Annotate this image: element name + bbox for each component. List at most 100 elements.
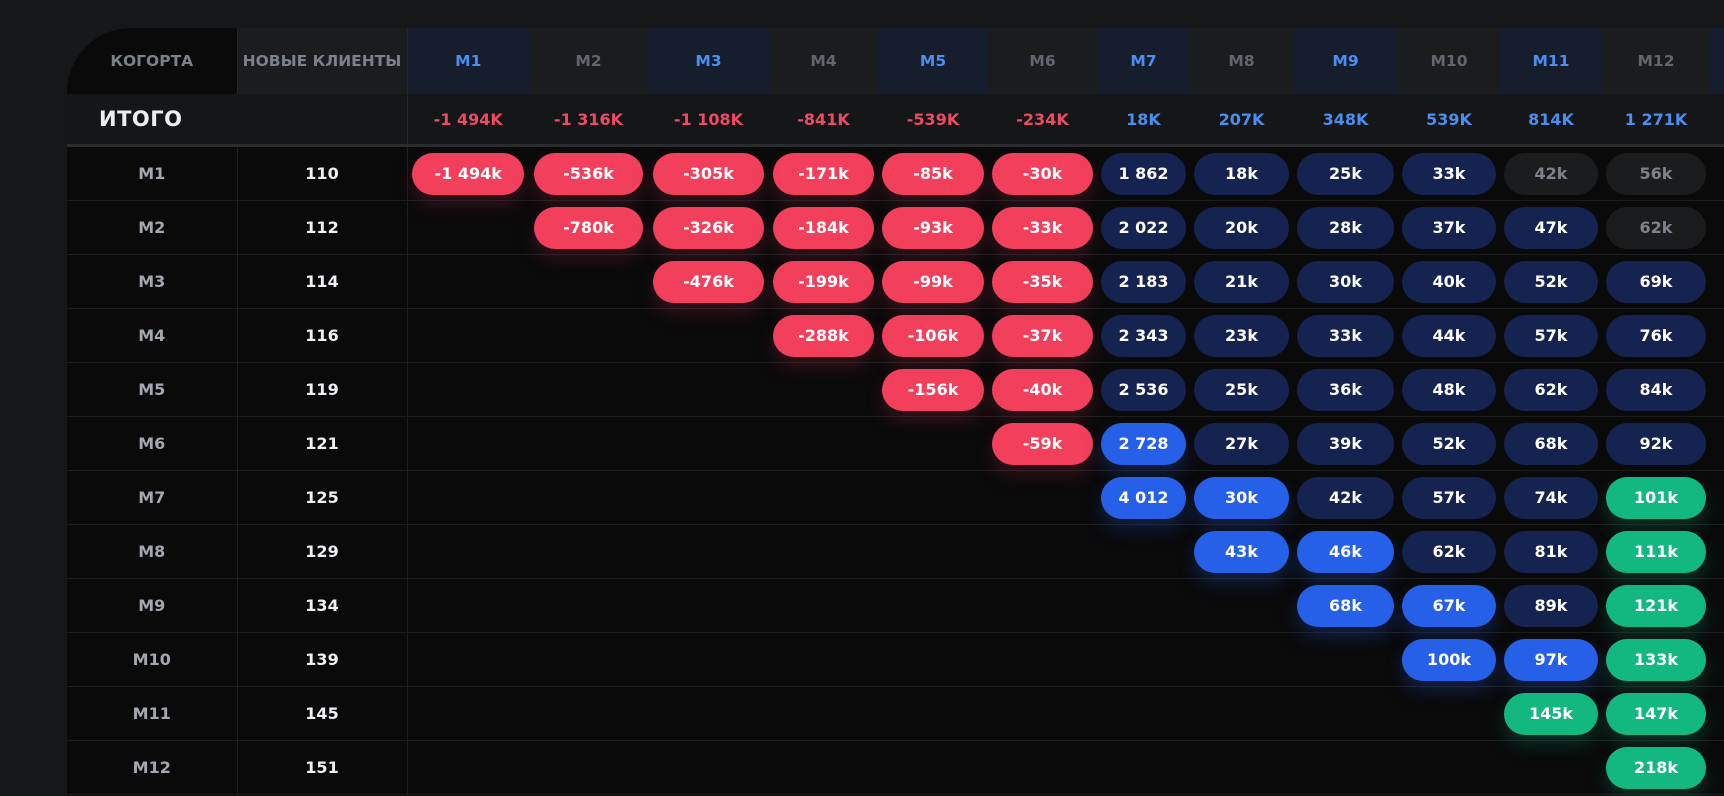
- value-pill[interactable]: 43k: [1194, 530, 1289, 573]
- value-pill[interactable]: -99k: [882, 260, 984, 303]
- month-header[interactable]: M9: [1293, 28, 1398, 94]
- value-pill[interactable]: 133k: [1606, 638, 1706, 681]
- cohort-cell: [529, 470, 648, 525]
- value-pill[interactable]: 2 728: [1100, 422, 1187, 465]
- value-pill[interactable]: 145k: [1504, 692, 1598, 735]
- value-pill[interactable]: 25k: [1194, 368, 1289, 411]
- value-pill[interactable]: 52k: [1402, 422, 1496, 465]
- value-pill[interactable]: 92k: [1606, 422, 1706, 465]
- cohort-cell: -305k: [648, 145, 769, 201]
- value-pill[interactable]: -171k: [773, 152, 874, 195]
- value-pill[interactable]: -184k: [773, 206, 874, 249]
- cohort-cell: [878, 524, 988, 579]
- cohort-cell: 33k: [1293, 308, 1398, 363]
- value-pill[interactable]: 30k: [1297, 260, 1394, 303]
- value-pill[interactable]: -476k: [652, 260, 765, 303]
- value-pill[interactable]: 2 343: [1100, 314, 1187, 357]
- value-pill[interactable]: -35k: [992, 260, 1093, 303]
- value-pill[interactable]: 67k: [1402, 584, 1496, 627]
- value-pill[interactable]: -33k: [992, 206, 1093, 249]
- month-header[interactable]: M1: [407, 28, 529, 94]
- value-pill[interactable]: 42k: [1297, 476, 1394, 519]
- value-pill[interactable]: 56k: [1606, 152, 1706, 195]
- value-pill[interactable]: 44k: [1402, 314, 1496, 357]
- value-pill[interactable]: 33k: [1402, 152, 1496, 195]
- value-pill[interactable]: -305k: [652, 152, 765, 195]
- value-pill[interactable]: 4 012: [1100, 476, 1187, 519]
- value-pill[interactable]: 121k: [1606, 584, 1706, 627]
- value-pill[interactable]: -40k: [992, 368, 1093, 411]
- cohort-cell: -171k: [769, 145, 878, 201]
- cohort-column-header[interactable]: КОГОРТА: [110, 52, 194, 70]
- value-pill[interactable]: 23k: [1194, 314, 1289, 357]
- value-pill[interactable]: 218k: [1606, 746, 1706, 789]
- value-pill[interactable]: 30k: [1194, 476, 1289, 519]
- month-header[interactable]: M10: [1398, 28, 1500, 94]
- value-pill[interactable]: -1 494k: [412, 152, 525, 195]
- value-pill[interactable]: 1 862: [1100, 152, 1187, 195]
- value-pill[interactable]: 100k: [1402, 638, 1496, 681]
- month-header[interactable]: M3: [648, 28, 769, 94]
- value-pill[interactable]: 101k: [1606, 476, 1706, 519]
- value-pill[interactable]: 97k: [1504, 638, 1598, 681]
- month-header[interactable]: M12: [1602, 28, 1710, 94]
- value-pill[interactable]: 37k: [1402, 206, 1496, 249]
- new-clients-column-header[interactable]: НОВЫЕ КЛИЕНТЫ: [236, 28, 408, 94]
- value-pill[interactable]: -93k: [882, 206, 984, 249]
- value-pill[interactable]: 69k: [1606, 260, 1706, 303]
- value-pill[interactable]: 2 022: [1100, 206, 1187, 249]
- value-pill[interactable]: -37k: [992, 314, 1093, 357]
- value-pill[interactable]: 28k: [1297, 206, 1394, 249]
- value-pill[interactable]: -326k: [652, 206, 765, 249]
- value-pill[interactable]: -106k: [882, 314, 984, 357]
- value-pill[interactable]: 48k: [1402, 368, 1496, 411]
- value-pill[interactable]: 68k: [1504, 422, 1598, 465]
- value-pill[interactable]: 20k: [1194, 206, 1289, 249]
- value-pill[interactable]: -156k: [882, 368, 984, 411]
- value-pill[interactable]: 81k: [1504, 530, 1598, 573]
- value-pill[interactable]: 84k: [1606, 368, 1706, 411]
- value-pill[interactable]: -30k: [992, 152, 1093, 195]
- value-pill[interactable]: 2 536: [1100, 368, 1187, 411]
- month-header[interactable]: M6: [988, 28, 1097, 94]
- month-header[interactable]: M5: [878, 28, 988, 94]
- value-pill[interactable]: 21k: [1194, 260, 1289, 303]
- new-clients-count: 139: [237, 632, 408, 687]
- value-pill[interactable]: 68k: [1297, 584, 1394, 627]
- month-header[interactable]: M4: [769, 28, 878, 94]
- value-pill[interactable]: 74k: [1504, 476, 1598, 519]
- value-pill[interactable]: 57k: [1402, 476, 1496, 519]
- value-pill[interactable]: 47k: [1504, 206, 1598, 249]
- value-pill[interactable]: -288k: [773, 314, 874, 357]
- value-pill[interactable]: 89k: [1504, 584, 1598, 627]
- value-pill[interactable]: 147k: [1606, 692, 1706, 735]
- value-pill[interactable]: 27k: [1194, 422, 1289, 465]
- value-pill[interactable]: 40k: [1402, 260, 1496, 303]
- value-pill[interactable]: 42k: [1504, 152, 1598, 195]
- value-pill[interactable]: 76k: [1606, 314, 1706, 357]
- month-header[interactable]: M8: [1190, 28, 1293, 94]
- value-pill[interactable]: -85k: [882, 152, 984, 195]
- month-header[interactable]: M2: [529, 28, 648, 94]
- value-pill[interactable]: 33k: [1297, 314, 1394, 357]
- month-header[interactable]: M7: [1097, 28, 1190, 94]
- value-pill[interactable]: 36k: [1297, 368, 1394, 411]
- value-pill[interactable]: 62k: [1606, 206, 1706, 249]
- value-pill[interactable]: 62k: [1402, 530, 1496, 573]
- value-pill[interactable]: 18k: [1194, 152, 1289, 195]
- value-pill[interactable]: 25k: [1297, 152, 1394, 195]
- cohort-cell: [1398, 740, 1500, 795]
- value-pill[interactable]: 111k: [1606, 530, 1706, 573]
- value-pill[interactable]: 62k: [1504, 368, 1598, 411]
- value-pill[interactable]: 57k: [1504, 314, 1598, 357]
- month-header[interactable]: M11: [1500, 28, 1602, 94]
- value-pill[interactable]: -780k: [533, 206, 644, 249]
- value-pill[interactable]: 39k: [1297, 422, 1394, 465]
- value-pill[interactable]: -199k: [773, 260, 874, 303]
- cohort-cell: 4 012: [1097, 470, 1190, 525]
- value-pill[interactable]: -59k: [992, 422, 1093, 465]
- value-pill[interactable]: 46k: [1297, 530, 1394, 573]
- value-pill[interactable]: 52k: [1504, 260, 1598, 303]
- value-pill[interactable]: 2 183: [1100, 260, 1187, 303]
- value-pill[interactable]: -536k: [533, 152, 644, 195]
